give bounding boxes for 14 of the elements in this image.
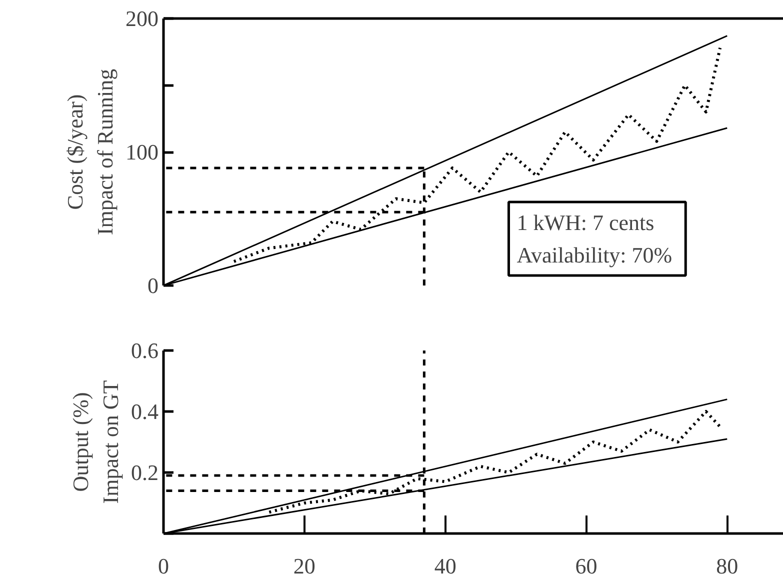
x-tick-label: 60 <box>575 554 598 578</box>
y-axis-title: Cost ($/year) Impact of Running <box>62 68 118 236</box>
annotation: Availability: 70% <box>516 242 672 268</box>
y-tick-label: 0.6 <box>131 338 158 363</box>
annotation: 1 kWH: 7 cents <box>516 210 654 235</box>
x-tick-label: 20 <box>293 554 316 578</box>
x-tick-label: 80 <box>716 554 738 578</box>
y-tick-label: 0.2 <box>131 460 158 485</box>
y-tick-label: 0 <box>148 273 158 298</box>
y-tick-label: 200 <box>126 6 158 31</box>
y-tick-label: 0.4 <box>131 399 158 424</box>
y-axis-title: Output (%) Impact on GT <box>68 380 123 504</box>
y-tick-label: 100 <box>126 140 158 164</box>
x-tick-label: 40 <box>434 554 456 578</box>
